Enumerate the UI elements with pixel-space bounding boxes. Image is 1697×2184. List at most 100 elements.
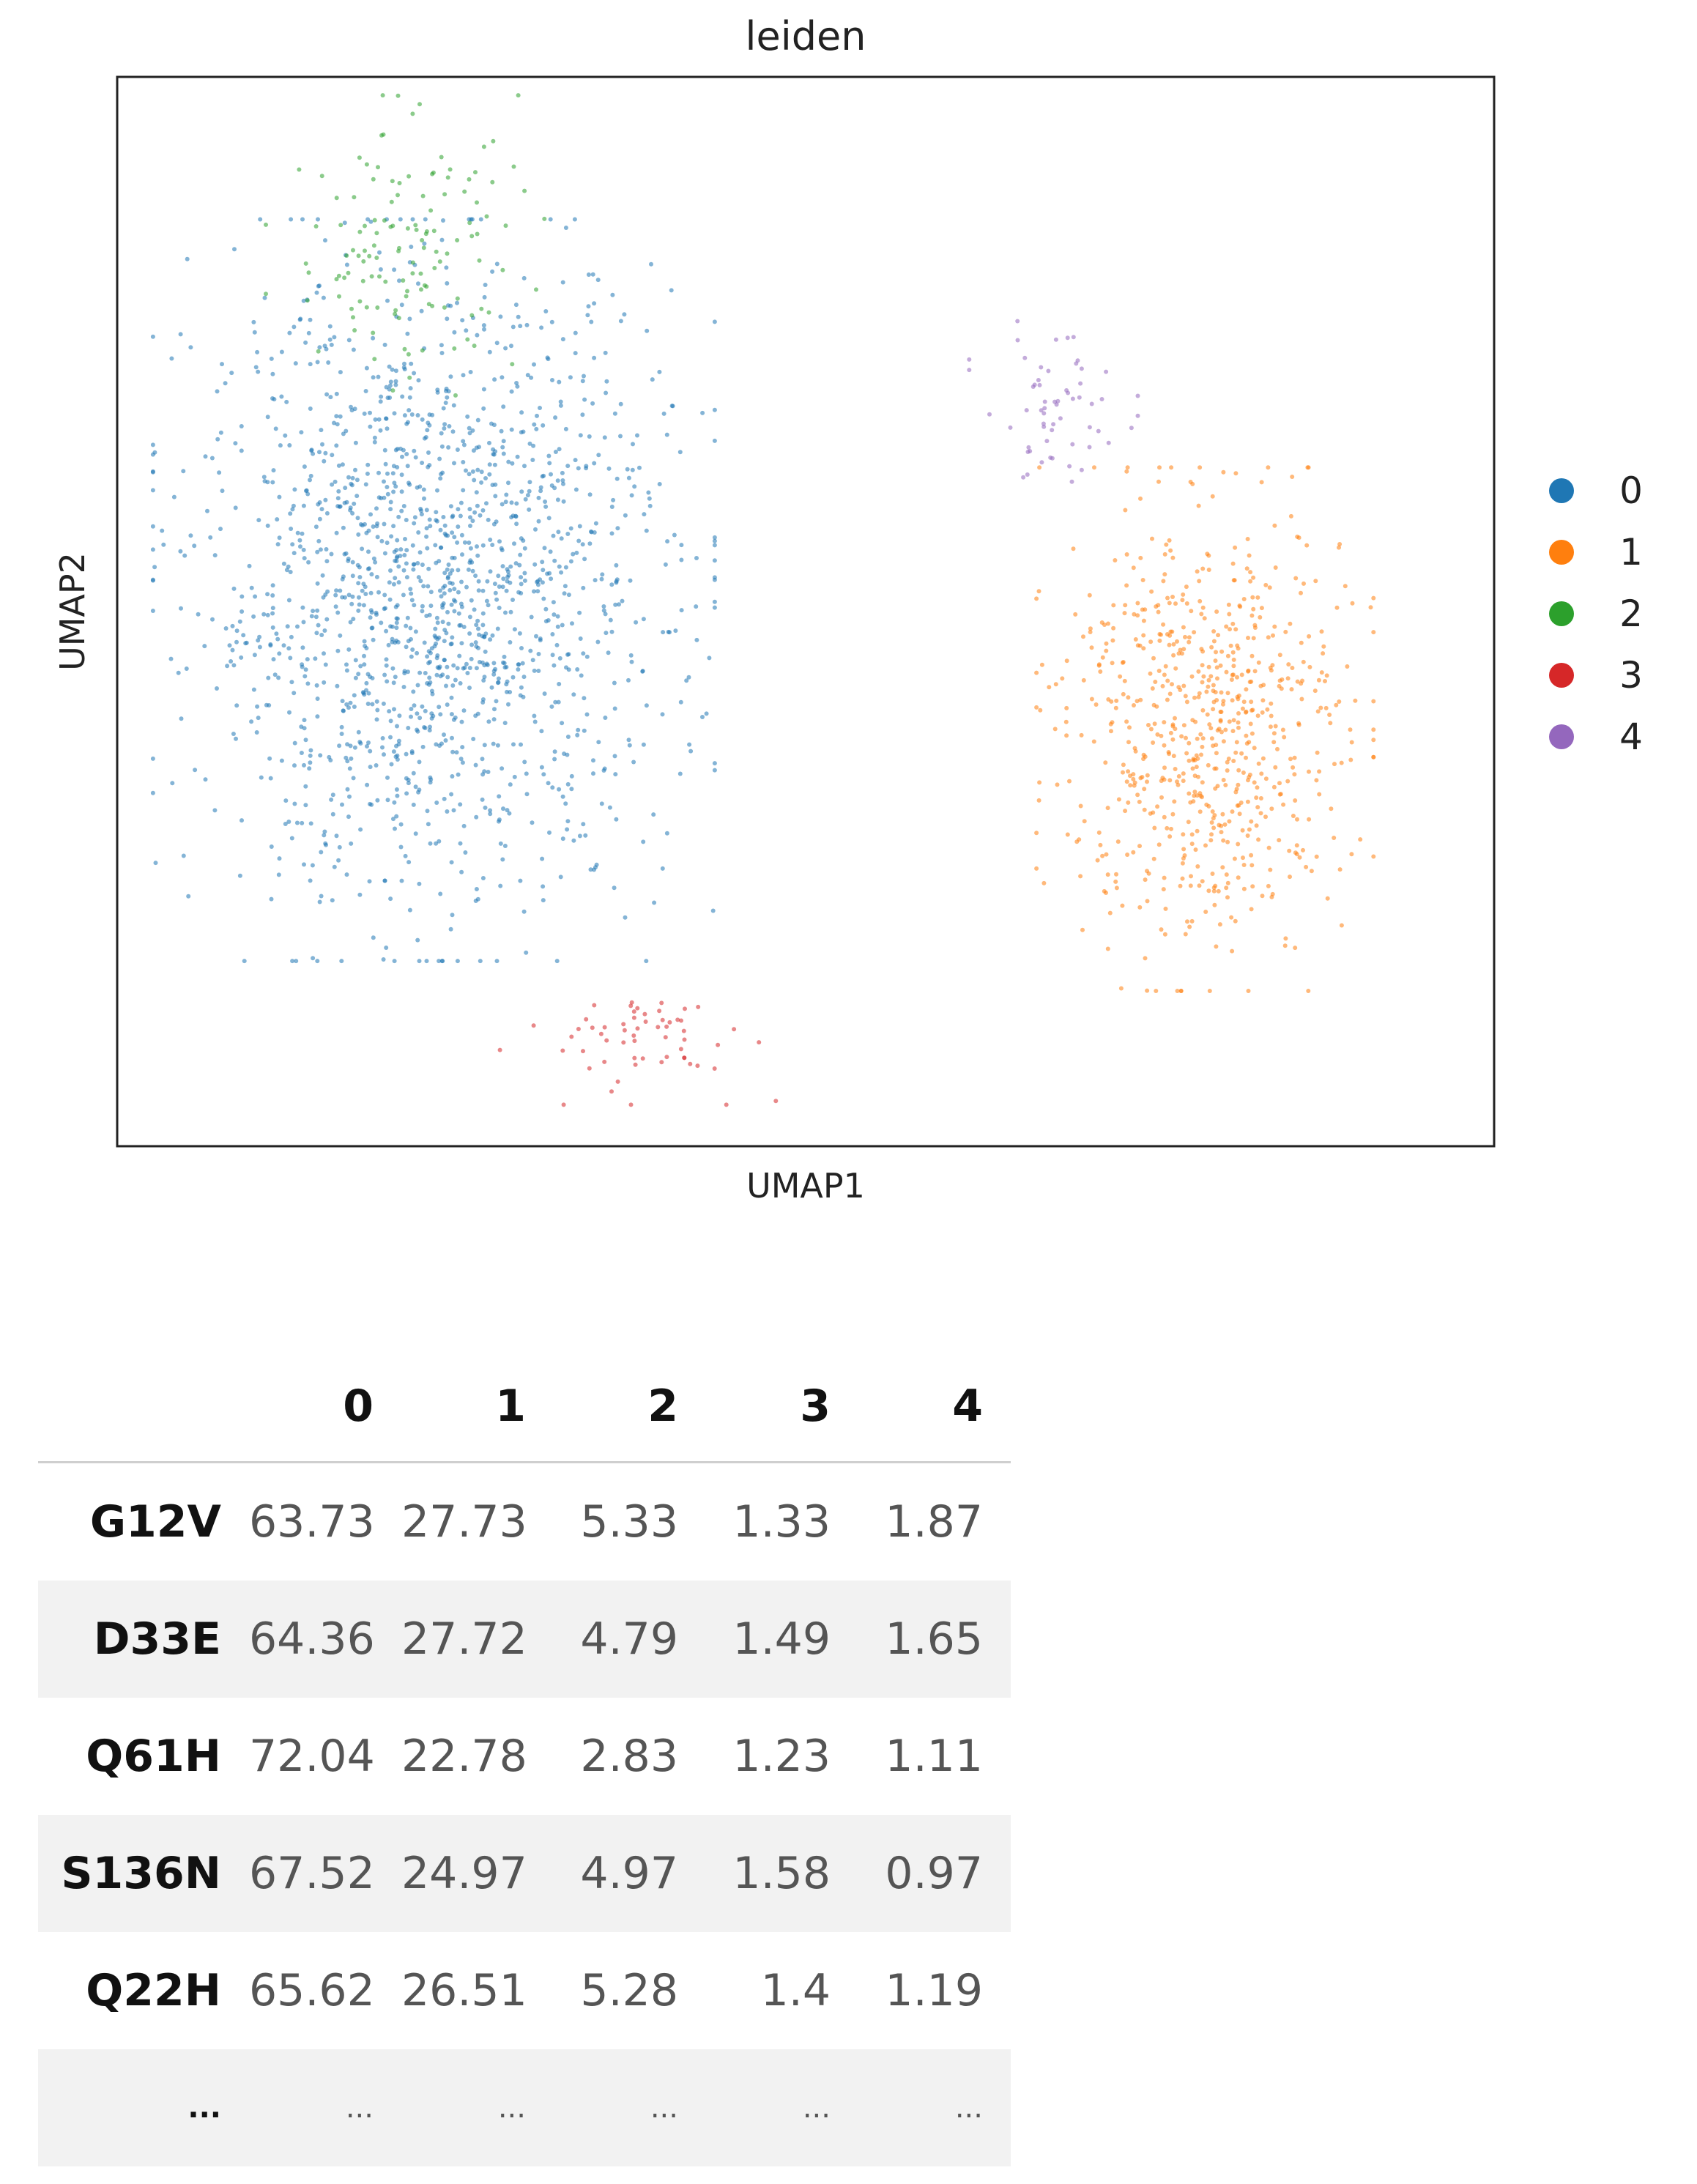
- scatter-point: [1295, 679, 1300, 684]
- scatter-point: [369, 274, 374, 279]
- scatter-point: [262, 479, 267, 483]
- legend-label: 4: [1619, 716, 1643, 758]
- scatter-point: [1244, 709, 1249, 714]
- scatter-point: [664, 1055, 669, 1060]
- scatter-point: [1251, 636, 1256, 641]
- scatter-point: [300, 820, 305, 825]
- scatter-point: [310, 863, 315, 868]
- scatter-point: [1146, 723, 1151, 727]
- scatter-point: [455, 300, 459, 305]
- scatter-point: [430, 412, 435, 417]
- row-label: Q61H: [86, 1731, 221, 1782]
- scatter-point: [481, 406, 486, 411]
- scatter-point: [577, 610, 582, 615]
- scatter-point: [406, 408, 412, 413]
- scatter-point: [317, 500, 322, 505]
- scatter-point: [385, 679, 390, 684]
- scatter-point: [289, 217, 294, 222]
- scatter-point: [1180, 861, 1185, 866]
- scatter-point: [426, 420, 431, 426]
- scatter-point: [551, 600, 556, 605]
- scatter-point: [346, 270, 351, 275]
- scatter-point: [435, 488, 439, 493]
- scatter-point: [1155, 732, 1160, 737]
- scatter-point: [420, 744, 426, 749]
- scatter-point: [1252, 669, 1258, 674]
- scatter-point: [1116, 797, 1121, 802]
- legend-label: 2: [1619, 593, 1643, 635]
- scatter-point: [420, 348, 425, 353]
- scatter-point: [581, 651, 586, 656]
- scatter-point: [640, 669, 645, 674]
- scatter-point: [1214, 944, 1219, 949]
- scatter-point: [1124, 469, 1129, 474]
- scatter-point: [511, 742, 516, 747]
- scatter-point: [324, 346, 329, 352]
- scatter-point: [315, 608, 320, 613]
- scatter-point: [1237, 811, 1242, 817]
- scatter-point: [520, 661, 525, 666]
- scatter-point: [393, 604, 398, 609]
- scatter-point: [549, 319, 554, 324]
- scatter-point: [409, 412, 415, 417]
- scatter-point: [1041, 421, 1046, 426]
- scatter-point: [251, 319, 256, 324]
- scatter-point: [275, 636, 281, 642]
- scatter-point: [229, 371, 234, 376]
- scatter-point: [443, 401, 448, 405]
- scatter-point: [473, 713, 478, 718]
- scatter-point: [581, 1049, 585, 1054]
- scatter-point: [417, 959, 422, 964]
- scatter-point: [541, 898, 546, 903]
- scatter-point: [297, 167, 302, 172]
- scatter-point: [399, 302, 404, 308]
- scatter-point: [602, 435, 607, 440]
- scatter-point: [1102, 623, 1107, 627]
- scatter-point: [560, 623, 565, 628]
- scatter-point: [1161, 887, 1166, 892]
- scatter-point: [538, 489, 543, 494]
- scatter-point: [1176, 651, 1181, 656]
- scatter-point: [1211, 825, 1217, 831]
- scatter-point: [455, 238, 460, 242]
- scatter-point: [498, 841, 503, 846]
- scatter-point: [1255, 713, 1260, 718]
- scatter-point: [1104, 641, 1109, 646]
- scatter-point: [196, 612, 201, 617]
- scatter-point: [292, 763, 297, 768]
- scatter-point: [458, 623, 463, 628]
- scatter-point: [1080, 927, 1085, 932]
- scatter-point: [643, 1019, 648, 1024]
- scatter-point: [1195, 864, 1200, 869]
- scatter-point: [550, 378, 554, 382]
- scatter-point: [442, 658, 447, 663]
- scatter-point: [387, 395, 393, 400]
- scatter-point: [287, 443, 292, 447]
- scatter-point: [1104, 369, 1109, 374]
- scatter-point: [297, 317, 302, 322]
- scatter-point: [185, 256, 190, 261]
- scatter-point: [1163, 906, 1168, 911]
- scatter-point: [1041, 411, 1047, 416]
- scatter-point: [1036, 378, 1041, 382]
- scatter-point: [350, 560, 355, 565]
- scatter-point: [1236, 720, 1241, 725]
- scatter-point: [365, 702, 371, 706]
- scatter-point: [1244, 566, 1249, 571]
- scatter-point: [1133, 637, 1138, 642]
- scatter-point: [467, 507, 472, 512]
- scatter-point: [688, 1061, 693, 1066]
- scatter-point: [712, 407, 717, 412]
- scatter-point: [329, 551, 334, 557]
- scatter-point: [625, 467, 630, 472]
- scatter-point: [336, 858, 341, 863]
- scatter-point: [202, 644, 207, 649]
- scatter-point: [439, 444, 445, 449]
- scatter-point: [275, 517, 280, 522]
- scatter-point: [1212, 902, 1217, 907]
- scatter-point: [525, 493, 530, 498]
- scatter-point: [354, 494, 360, 499]
- scatter-point: [1291, 765, 1296, 770]
- scatter-point: [546, 453, 552, 458]
- scatter-point: [268, 776, 273, 781]
